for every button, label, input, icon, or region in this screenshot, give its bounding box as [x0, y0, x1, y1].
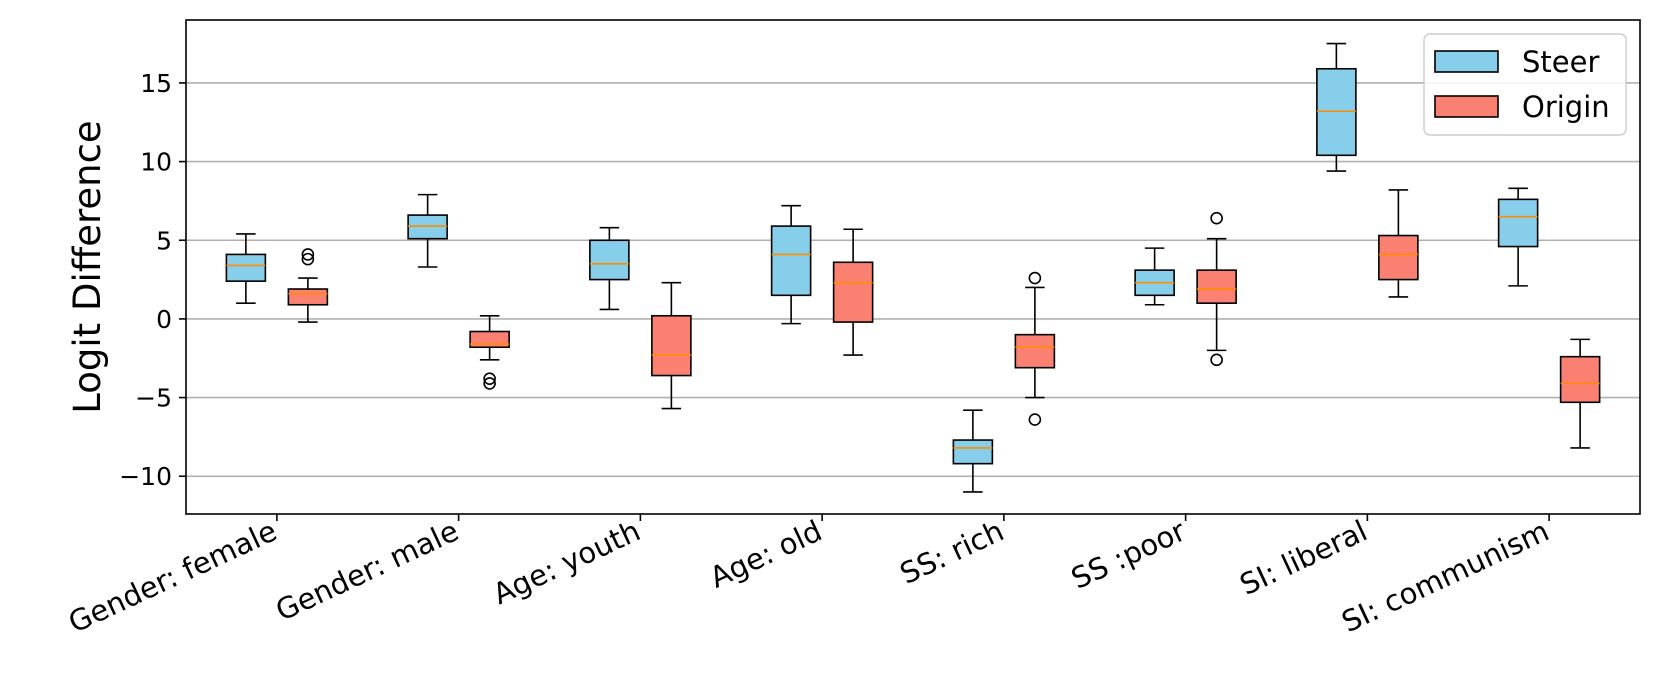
box-origin-2: [651, 281, 692, 410]
x-tick-label: Gender: female: [63, 514, 282, 640]
legend-label-origin: Origin: [1522, 90, 1610, 124]
grid-lines: [186, 82, 1640, 478]
box-body: [832, 261, 874, 323]
y-tick-label: 15: [140, 69, 172, 98]
box-body: [1497, 198, 1539, 248]
box-body: [1196, 269, 1237, 304]
box-origin-4: [1014, 271, 1056, 426]
legend: Steer Origin: [1423, 33, 1627, 136]
box-body: [952, 439, 994, 465]
x-tick-label: Age: old: [705, 514, 827, 595]
box-body: [1559, 355, 1601, 404]
box-origin-3: [832, 228, 874, 356]
y-tick-label: −5: [135, 384, 172, 413]
y-axis: −10 −5 0 5 10 15: [119, 69, 186, 491]
plot-frame: [185, 19, 1641, 515]
outlier-point: [301, 252, 315, 266]
box-body: [770, 225, 812, 297]
box-steer-3: [770, 204, 812, 325]
outlier-point: [301, 248, 315, 261]
x-tick-label: SS: rich: [895, 514, 1009, 591]
x-tick-label: SI: liberal: [1235, 514, 1373, 602]
box-origin-0: [287, 248, 329, 323]
outlier-point: [483, 372, 496, 386]
legend-swatch-steer: [1434, 50, 1499, 73]
y-tick-label: 0: [156, 305, 172, 334]
box-steer-4: [952, 409, 994, 493]
y-tick-label: 10: [140, 148, 172, 177]
outlier-point: [1028, 413, 1042, 426]
box-steer-6: [1316, 42, 1357, 172]
box-body: [1014, 333, 1056, 369]
box-series: [225, 42, 1601, 493]
outlier-point: [483, 377, 496, 390]
box-origin-7: [1559, 338, 1601, 449]
box-body: [1378, 234, 1419, 281]
x-tick-label: SS :poor: [1066, 513, 1191, 595]
box-steer-2: [589, 226, 630, 311]
x-tick-label: SI: communism: [1336, 514, 1554, 640]
outlier-point: [1028, 271, 1042, 285]
x-tick-label: Age: youth: [488, 514, 646, 612]
legend-label-steer: Steer: [1522, 45, 1599, 79]
box-steer-0: [225, 233, 267, 304]
y-tick-label: −10: [119, 462, 172, 491]
box-body: [589, 239, 630, 281]
box-body: [287, 288, 329, 306]
box-body: [225, 253, 267, 282]
outlier-point: [1210, 211, 1223, 225]
y-axis-label: Logit Difference: [66, 120, 109, 413]
legend-swatch-origin: [1434, 95, 1499, 118]
box-steer-1: [407, 193, 448, 268]
box-steer-5: [1134, 247, 1175, 306]
box-body: [651, 314, 692, 377]
x-tick-label: Gender: male: [270, 514, 463, 628]
box-steer-7: [1497, 187, 1539, 287]
box-origin-1: [469, 314, 510, 390]
box-origin-5: [1196, 211, 1237, 367]
outlier-point: [1210, 353, 1223, 367]
y-tick-label: 5: [156, 226, 172, 255]
box-origin-6: [1378, 189, 1419, 298]
